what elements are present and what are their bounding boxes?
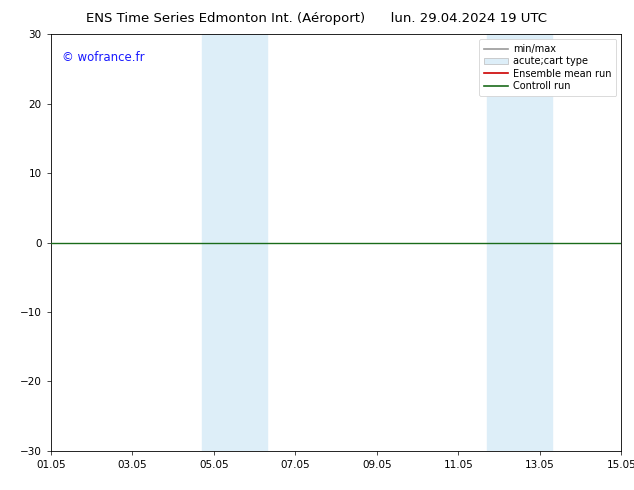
Text: © wofrance.fr: © wofrance.fr (62, 51, 145, 64)
Legend: min/max, acute;cart type, Ensemble mean run, Controll run: min/max, acute;cart type, Ensemble mean … (479, 39, 616, 96)
Bar (487, 34, 552, 451)
Bar (202, 34, 267, 451)
Text: ENS Time Series Edmonton Int. (Aéroport)      lun. 29.04.2024 19 UTC: ENS Time Series Edmonton Int. (Aéroport)… (86, 12, 548, 25)
